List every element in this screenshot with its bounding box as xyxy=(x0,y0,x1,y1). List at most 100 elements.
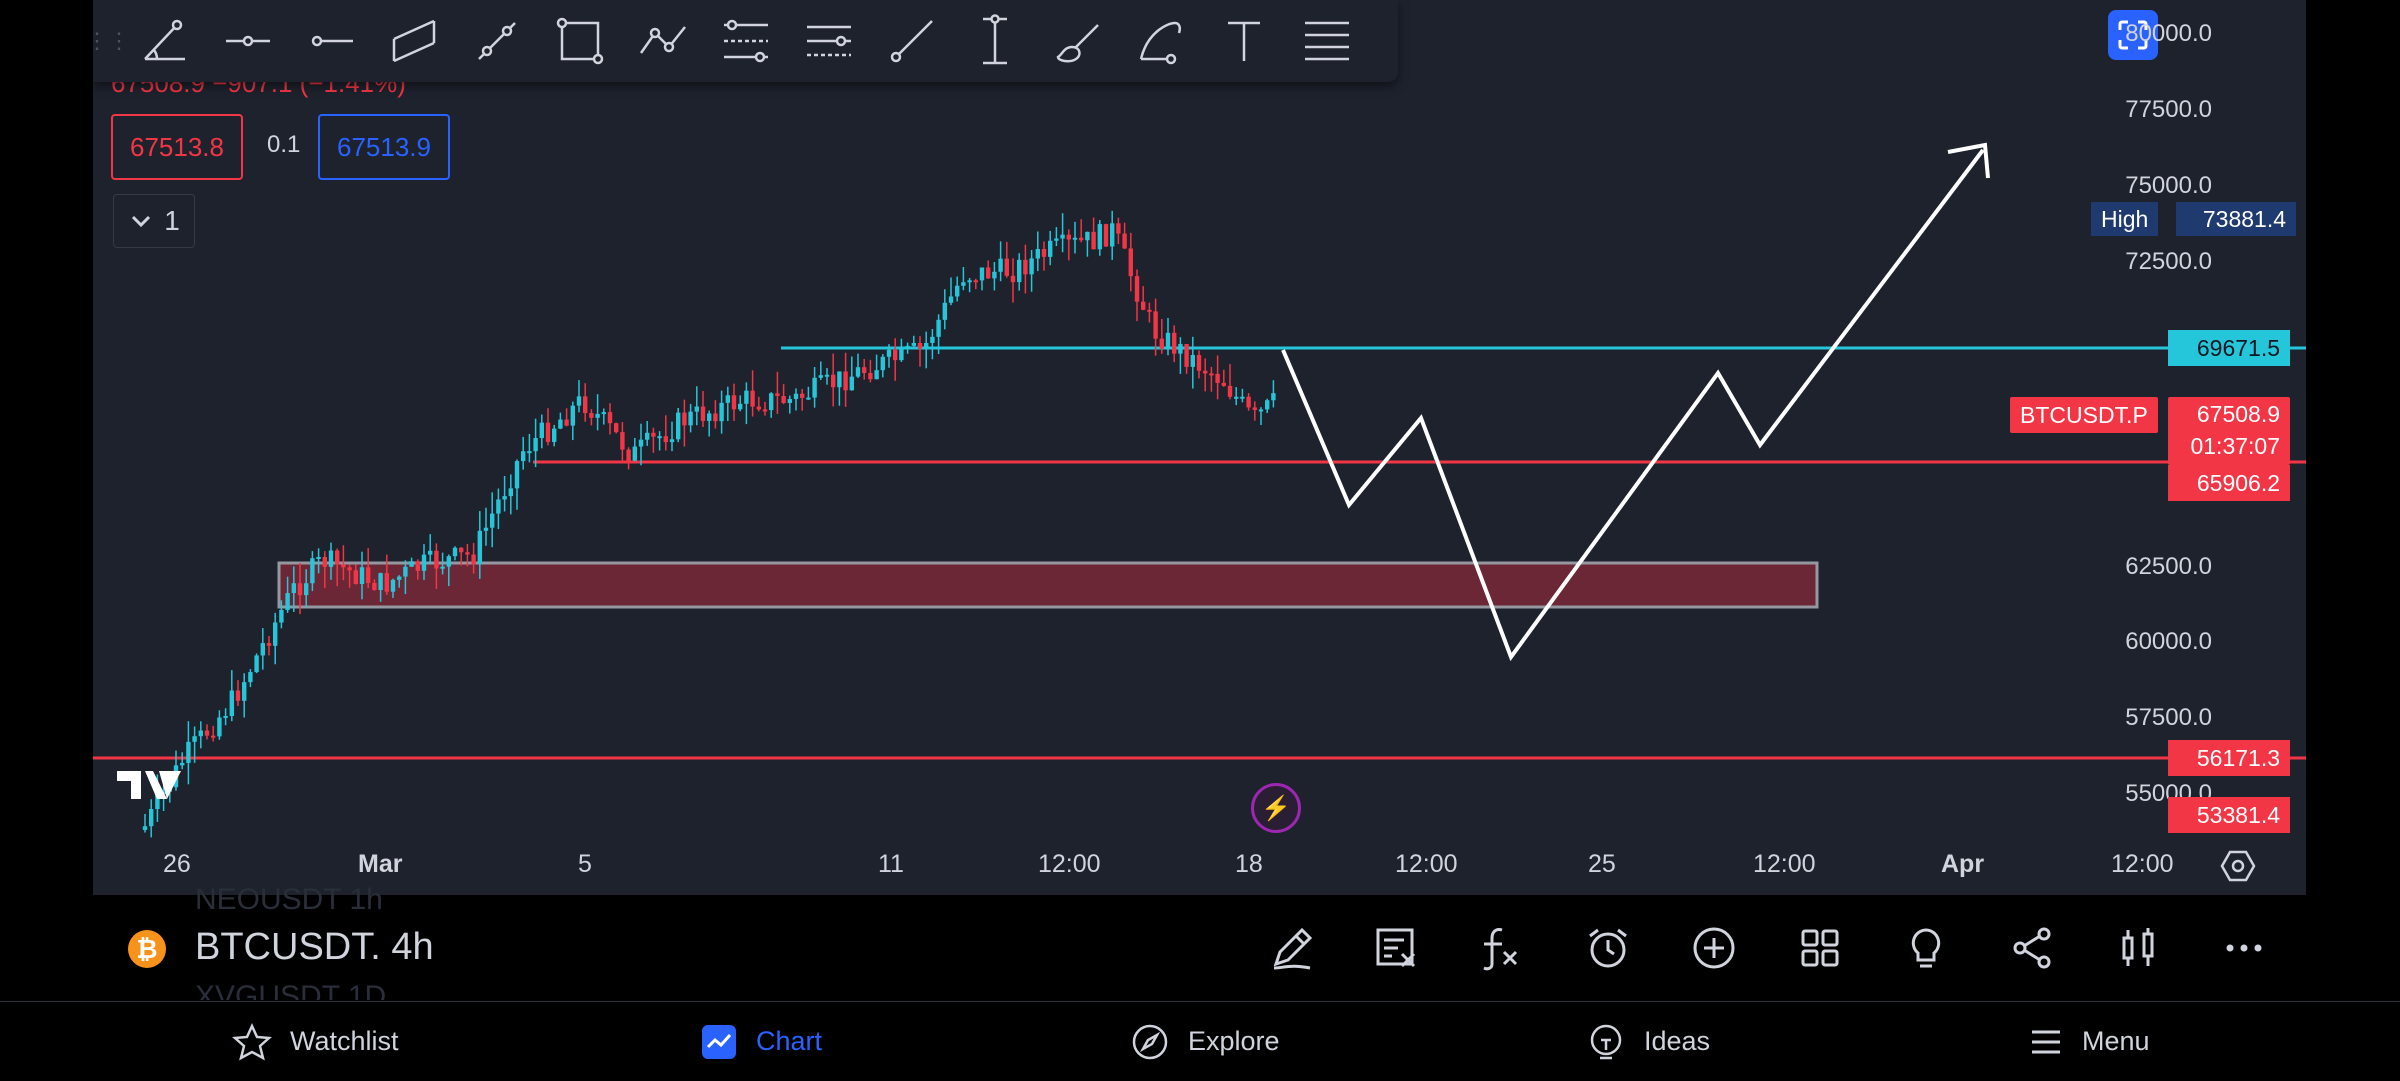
candle-body xyxy=(930,336,935,343)
candle-body xyxy=(322,556,327,567)
chart-area[interactable]: ⚡ 67508.9 −907.1 (−1.41%) 67513.8 0.1 67… xyxy=(93,0,2306,895)
candle-body xyxy=(1023,259,1028,275)
candle-body xyxy=(359,567,365,584)
time-label: Mar xyxy=(358,850,403,878)
path-tool-icon[interactable] xyxy=(621,0,704,82)
fullscreen-button[interactable] xyxy=(2108,10,2158,60)
buy-price-button[interactable]: 67513.9 xyxy=(318,114,450,180)
candle-body xyxy=(632,446,637,461)
candle-body xyxy=(719,402,724,422)
lightbulb-icon xyxy=(1590,1024,1622,1059)
candle-body xyxy=(1122,233,1127,249)
trend-line-tool-icon[interactable] xyxy=(455,0,538,82)
horizontal-ray-tool-icon[interactable] xyxy=(206,0,289,82)
candle-body xyxy=(1159,338,1164,349)
add-circle-icon[interactable] xyxy=(1684,918,1744,978)
indicators-fx-icon[interactable] xyxy=(1470,918,1530,978)
candle-body xyxy=(806,397,811,400)
indicators-toggle[interactable]: 1 xyxy=(113,194,195,248)
candle-body xyxy=(924,342,929,349)
prev-symbol[interactable]: NEOUSDT 1h xyxy=(195,883,383,916)
bitcoin-logo-icon: ₿ xyxy=(128,930,166,968)
nav-ideas[interactable]: Ideas xyxy=(1586,1002,1710,1081)
candle-body xyxy=(552,428,557,442)
chart-settings-icon[interactable] xyxy=(2220,848,2256,884)
draw-pen-icon[interactable] xyxy=(1262,918,1322,978)
time-label: 12:00 xyxy=(1038,850,1101,878)
price-tick: 72500.0 xyxy=(2125,248,2212,275)
compass-icon xyxy=(1132,1024,1168,1059)
price-range-tool-icon[interactable] xyxy=(953,0,1036,82)
parallel-channel-tool-icon[interactable] xyxy=(372,0,455,82)
candle-body xyxy=(688,411,693,426)
candle-body xyxy=(434,550,439,569)
fullscreen-icon xyxy=(2118,20,2148,50)
lightning-icon[interactable]: ⚡ xyxy=(1251,783,1301,833)
candle-body xyxy=(942,302,947,320)
indicators-count: 1 xyxy=(164,205,180,236)
candle-body xyxy=(769,393,774,411)
candle-body xyxy=(397,576,402,580)
candle-body xyxy=(837,371,842,388)
remove-drawings-icon[interactable] xyxy=(1366,918,1426,978)
candle-body xyxy=(1072,237,1078,240)
symbol-name[interactable]: BTCUSDT. 4h xyxy=(195,926,434,968)
candle-body xyxy=(1116,223,1121,234)
chart-type-candles-icon[interactable] xyxy=(2108,918,2168,978)
arc-tool-icon[interactable] xyxy=(1119,0,1202,82)
candle-body xyxy=(347,567,352,571)
layout-grid-icon[interactable] xyxy=(1790,918,1850,978)
candle-body xyxy=(254,655,259,673)
pitchfork-tool-icon[interactable] xyxy=(787,0,870,82)
candle-body xyxy=(874,370,879,380)
candle-body xyxy=(973,280,978,283)
price-tick: 62500.0 xyxy=(2125,553,2212,580)
candle-body xyxy=(899,346,904,361)
candle-body xyxy=(1153,311,1158,339)
ray-tool-icon[interactable] xyxy=(870,0,953,82)
candle-body xyxy=(961,282,966,286)
candle-body xyxy=(1054,238,1059,241)
candle-body xyxy=(645,432,650,440)
sell-price-button[interactable]: 67513.8 xyxy=(111,114,243,180)
candle-body xyxy=(260,643,265,656)
candle-body xyxy=(831,374,836,388)
candle-body xyxy=(936,319,941,337)
candle-body xyxy=(905,345,910,348)
nav-explore[interactable]: Explore xyxy=(1130,1002,1280,1081)
nav-menu[interactable]: Menu xyxy=(2028,1002,2150,1081)
brush-tool-icon[interactable] xyxy=(1036,0,1119,82)
candle-body xyxy=(1172,332,1177,354)
price-chart[interactable] xyxy=(93,0,2306,895)
candle-body xyxy=(496,499,501,514)
candle-body xyxy=(812,377,817,398)
idea-bulb-icon[interactable] xyxy=(1896,918,1956,978)
share-icon[interactable] xyxy=(2002,918,2062,978)
trend-angle-tool-icon[interactable] xyxy=(123,0,206,82)
candle-body xyxy=(738,403,743,410)
candle-body xyxy=(750,390,755,407)
candle-body xyxy=(855,367,861,377)
more-dots-icon[interactable] xyxy=(2214,918,2274,978)
candle-body xyxy=(955,285,960,297)
candle-body xyxy=(638,439,644,447)
horizontal-line-tool-icon[interactable] xyxy=(289,0,372,82)
bar-countdown: 01:37:07 xyxy=(2190,433,2280,459)
candle-body xyxy=(446,556,451,567)
candle-body xyxy=(1271,393,1276,401)
text-tool-icon[interactable] xyxy=(1202,0,1285,82)
nav-chart[interactable]: Chart xyxy=(700,1002,822,1081)
fib-retracement-tool-icon[interactable] xyxy=(704,0,787,82)
tradingview-logo xyxy=(115,765,185,805)
more-tools-icon[interactable] xyxy=(1285,0,1368,82)
toolbar-drag-handle[interactable]: ⋮⋮ xyxy=(86,28,130,53)
time-label: 12:00 xyxy=(1395,850,1458,878)
nav-watchlist[interactable]: Watchlist xyxy=(232,1002,399,1081)
candle-body xyxy=(1128,248,1133,277)
next-symbol[interactable]: XVGUSDT 1D xyxy=(195,980,387,1000)
alert-clock-icon[interactable] xyxy=(1578,918,1638,978)
candle-body xyxy=(1147,309,1152,312)
candle-body xyxy=(1258,409,1264,412)
candle-body xyxy=(1060,234,1065,239)
rectangle-tool-icon[interactable] xyxy=(538,0,621,82)
